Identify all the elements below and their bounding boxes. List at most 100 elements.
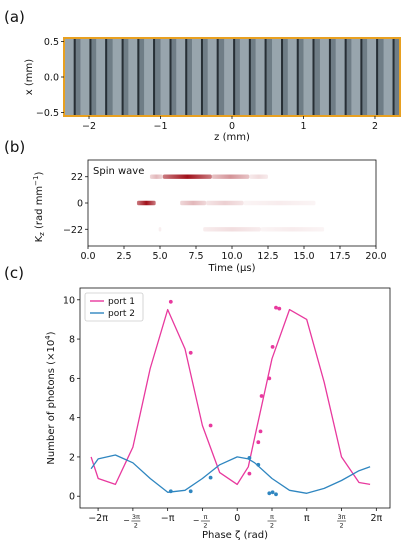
fringe-bright-12 bbox=[255, 38, 265, 116]
fringe-dark-20 bbox=[392, 38, 395, 116]
data-point-port-2-1 bbox=[188, 489, 193, 494]
data-point-port-1-6 bbox=[259, 394, 264, 398]
fringe-bright-3 bbox=[112, 38, 122, 116]
fringe-bright-5 bbox=[144, 38, 154, 116]
spin-wave-heatmap bbox=[136, 174, 325, 232]
b-xtick-label-5: 12.5 bbox=[257, 251, 278, 262]
panel-c-label: (c) bbox=[4, 264, 24, 282]
c-xtick-denominator-3: 2 bbox=[203, 522, 207, 530]
fringe-bright-0 bbox=[64, 38, 74, 116]
heat-cell-kz0-1 bbox=[180, 200, 207, 206]
fringe-bright-17 bbox=[335, 38, 345, 116]
fringe-bright-9 bbox=[207, 38, 217, 116]
measured-points bbox=[168, 299, 282, 497]
data-point-port-1-2 bbox=[208, 423, 213, 428]
a-ytick-label-0: 0.5 bbox=[44, 37, 59, 48]
data-point-port-2-0 bbox=[168, 489, 173, 494]
fringe-dark-17 bbox=[344, 38, 347, 116]
b-ytick-label-1: 0 bbox=[77, 199, 83, 210]
b-xtick-label-3: 7.5 bbox=[188, 251, 203, 262]
data-point-port-1-9 bbox=[274, 305, 278, 310]
fringe-dark-4 bbox=[137, 38, 140, 116]
fringe-bright-7 bbox=[176, 38, 186, 116]
heat-cell-kz22-2 bbox=[211, 174, 250, 179]
a-xtick-label-4: 2 bbox=[372, 121, 378, 132]
interference-fringes bbox=[64, 38, 395, 116]
c-xtick-label-4: 0 bbox=[234, 513, 240, 524]
fringe-dark-12 bbox=[264, 38, 267, 116]
chart-legend: port 1 port 2 bbox=[84, 292, 144, 322]
panel-b-label: (b) bbox=[4, 138, 25, 156]
photons-label-close: ) bbox=[46, 331, 57, 335]
fringe-dark-15 bbox=[312, 38, 315, 116]
fringe-bright-20 bbox=[383, 38, 393, 116]
panel-a-y-axis-label: x (mm) bbox=[24, 59, 35, 95]
heat-cell-kz0-3 bbox=[243, 200, 316, 206]
fringe-dark-5 bbox=[153, 38, 156, 116]
data-point-port-2-5 bbox=[267, 491, 272, 496]
b-xtick-label-1: 2.5 bbox=[116, 251, 131, 262]
panel-b-x-axis-label: Time (μs) bbox=[207, 263, 255, 274]
data-point-port-2-7 bbox=[274, 492, 278, 497]
data-point-port-2-3 bbox=[247, 456, 252, 460]
fringe-dark-2 bbox=[105, 38, 108, 116]
kz-unit-exponent: −1 bbox=[32, 176, 40, 186]
c-xtick-label-3: π2− bbox=[193, 513, 210, 530]
fringe-dark-19 bbox=[376, 38, 379, 116]
a-xtick-label-3: 1 bbox=[300, 121, 306, 132]
b-ytick-label-0: 22 bbox=[71, 172, 83, 183]
c-xtick-numerator-3: π bbox=[203, 513, 207, 521]
c-xtick-label-8: 2π bbox=[370, 513, 382, 524]
heat-cell-kz22-0 bbox=[149, 174, 163, 179]
a-xtick-label-0: −2 bbox=[82, 121, 96, 132]
kz-unit-close: ) bbox=[34, 172, 45, 176]
a-ytick-label-2: −0.5 bbox=[36, 108, 59, 119]
c-xtick-label-6: π bbox=[304, 513, 310, 524]
c-xtick-label-0: −2π bbox=[88, 513, 108, 524]
b-xtick-label-7: 17.5 bbox=[329, 251, 350, 262]
kz-unit: (rad mm bbox=[34, 186, 45, 232]
c-xtick-numerator-7: 3π bbox=[338, 513, 346, 521]
c-xtick-label-7: 3π2 bbox=[337, 513, 347, 530]
b-xtick-label-4: 10.0 bbox=[221, 251, 242, 262]
fringe-bright-18 bbox=[351, 38, 361, 116]
heat-cell-kz-22-2 bbox=[260, 227, 325, 232]
fringe-dark-9 bbox=[216, 38, 219, 116]
fringe-dark-18 bbox=[360, 38, 363, 116]
spin-wave-annotation: Spin wave bbox=[93, 166, 144, 177]
c-xtick-label-2: −π bbox=[161, 513, 175, 524]
data-point-port-1-4 bbox=[256, 440, 261, 445]
fit-curve-port-1 bbox=[90, 308, 371, 486]
panel-b-spin-wave-spectrum: Spin wave 0.0 2.5 5.0 7.5 10.0 12.5 15.0 17.5 20… bbox=[32, 159, 387, 274]
a-xtick-label-2: 0 bbox=[229, 121, 235, 132]
c-ytick-label-0: 0 bbox=[69, 492, 75, 503]
fringe-bright-13 bbox=[272, 38, 282, 116]
fit-curves bbox=[90, 308, 371, 494]
fringe-bright-6 bbox=[160, 38, 170, 116]
c-xtick-minus-1: − bbox=[123, 516, 130, 525]
fringe-bright-8 bbox=[191, 38, 201, 116]
heat-cell-kz22-3 bbox=[249, 174, 268, 179]
fringe-dark-14 bbox=[296, 38, 299, 116]
panel-a-x-axis-label: z (mm) bbox=[214, 132, 250, 143]
photons-label-exponent: 4 bbox=[44, 335, 52, 340]
data-point-port-1-0 bbox=[168, 299, 173, 304]
fringe-bright-1 bbox=[80, 38, 90, 116]
fringe-dark-13 bbox=[281, 38, 284, 116]
data-point-port-2-6 bbox=[270, 490, 275, 495]
c-xtick-minus-3: − bbox=[193, 516, 200, 525]
c-xtick-label-1: 3π2− bbox=[123, 513, 141, 530]
data-point-port-1-8 bbox=[270, 345, 275, 349]
b-xtick-label-8: 20.0 bbox=[365, 251, 386, 262]
legend-label-port-1: port 1 bbox=[108, 297, 135, 307]
panel-c-frame bbox=[79, 287, 391, 509]
fringe-dark-6 bbox=[169, 38, 172, 116]
data-point-port-1-3 bbox=[247, 471, 252, 476]
heat-cell-kz-22-1 bbox=[203, 227, 261, 232]
fit-curve-port-2 bbox=[90, 454, 371, 494]
heat-cell-kz22-1 bbox=[162, 174, 212, 179]
data-point-port-2-2 bbox=[208, 475, 213, 480]
